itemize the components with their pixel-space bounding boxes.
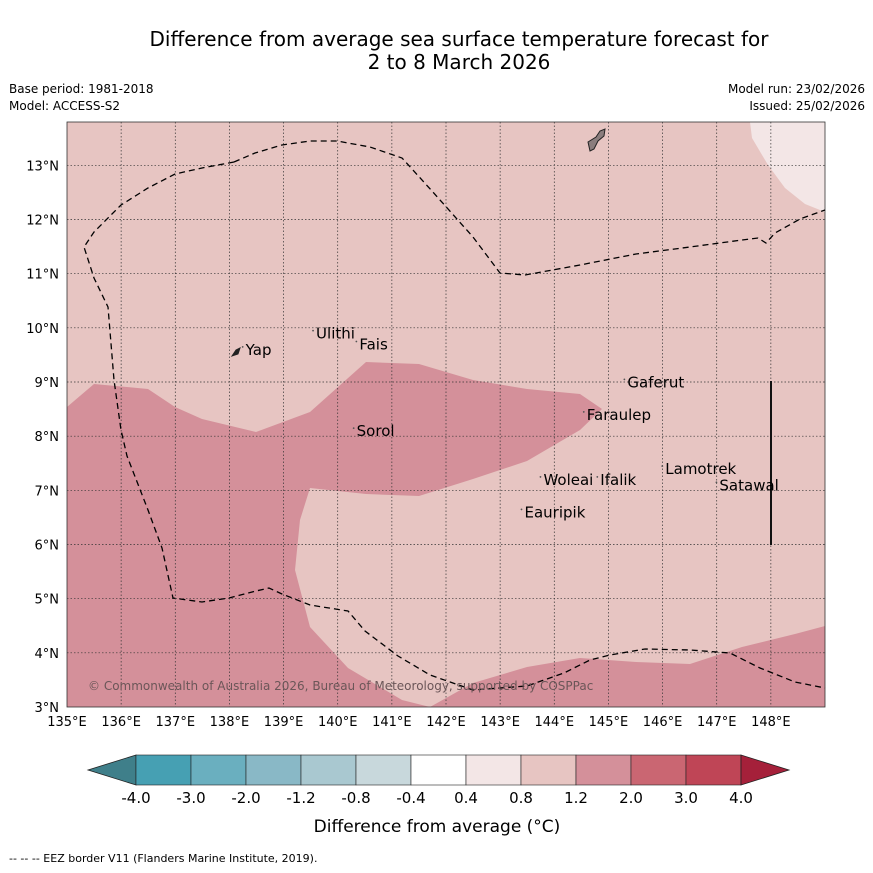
place-label-ulithi: Ulithi <box>316 325 355 343</box>
atoll-marker <box>352 427 355 430</box>
place-label-eauripik: Eauripik <box>525 503 586 521</box>
atoll-marker <box>539 476 542 478</box>
longitude-tick-label: 139°E <box>264 715 304 730</box>
atoll-marker <box>312 329 314 332</box>
colorbar-segment <box>300 754 357 786</box>
yap-island-shape <box>230 347 241 357</box>
meta-right: Model run: 23/02/2026 Issued: 25/02/2026 <box>728 81 865 115</box>
latitude-tick-label: 12°N <box>26 214 59 229</box>
title-line-1: Difference from average sea surface temp… <box>149 27 769 51</box>
colorbar-tick-label: -1.2 <box>286 789 315 807</box>
latitude-tick-labels: 3°N 4°N 5°N 6°N 7°N 8°N 9°N 10°N 11°N 12°N 13°N <box>26 159 59 716</box>
eez-border-west-south <box>83 161 826 691</box>
anomaly-region-1.2-2.0-south <box>430 626 825 707</box>
latitude-tick-label: 8°N <box>35 430 60 445</box>
colorbar-tick-label: 0.8 <box>509 789 533 807</box>
latitude-tick-label: 7°N <box>35 484 60 499</box>
longitude-tick-label: 144°E <box>535 715 575 730</box>
colorbar-segment <box>245 754 302 786</box>
anomaly-region-0.4-0.8 <box>750 122 825 212</box>
atoll-marker <box>520 508 523 511</box>
place-label-ifalik: Ifalik <box>600 471 636 489</box>
longitude-tick-label: 135°E <box>47 715 87 730</box>
longitude-tick-labels: 135°E 136°E 137°E 138°E 139°E 140°E 141°E 142°E… <box>47 715 790 730</box>
longitude-tick-label: 141°E <box>372 715 412 730</box>
colorbar-segment <box>355 754 412 786</box>
latitude-tick-label: 4°N <box>35 647 60 662</box>
atoll-marker <box>241 346 244 348</box>
colorbar-segment <box>410 754 467 786</box>
colorbar-segment <box>520 754 577 786</box>
base-period: Base period: 1981-2018 <box>9 82 154 96</box>
colorbar: -4.0 -3.0 -2.0 -1.2 -0.8 -0.4 0.4 0.8 1.2 2.0 3.0 4… <box>86 754 791 807</box>
latitude-tick-label: 9°N <box>35 376 60 391</box>
place-label-faraulep: Faraulep <box>587 406 651 424</box>
longitude-tick-label: 138°E <box>210 715 250 730</box>
place-label-gaferut: Gaferut <box>627 373 684 391</box>
colorbar-tick-label: -0.4 <box>396 789 425 807</box>
place-label-woleai: Woleai <box>543 471 593 489</box>
atoll-marker <box>623 378 626 381</box>
copyright-notice: © Commonwealth of Australia 2026, Bureau… <box>88 679 593 693</box>
place-label-fais: Fais <box>359 336 388 354</box>
colorbar-segment <box>190 754 247 786</box>
place-label-lamotrek: Lamotrek <box>665 460 736 478</box>
latitude-tick-label: 5°N <box>35 593 60 608</box>
colorbar-tick-label: 0.4 <box>454 789 478 807</box>
atoll-marker <box>596 476 599 478</box>
colorbar-tick-label: -2.0 <box>231 789 260 807</box>
colorbar-tick-label: 1.2 <box>564 789 588 807</box>
longitude-tick-label: 146°E <box>643 715 683 730</box>
latitude-tick-label: 13°N <box>26 159 59 174</box>
place-label-yap: Yap <box>245 341 272 359</box>
colorbar-tick-label: -3.0 <box>176 789 205 807</box>
eez-border-north <box>233 140 826 276</box>
place-label-satawal: Satawal <box>719 476 778 494</box>
latitude-tick-label: 11°N <box>26 268 59 283</box>
longitude-tick-label: 145°E <box>589 715 629 730</box>
colorbar-segment <box>575 754 632 786</box>
eez-legend-note: -- -- -- EEZ border V11 (Flanders Marine… <box>9 852 318 865</box>
colorbar-segment <box>465 754 522 786</box>
colorbar-tick-label: -4.0 <box>121 789 150 807</box>
colorbar-extend-high <box>740 754 791 786</box>
atoll-marker <box>582 411 585 413</box>
atoll-marker <box>355 340 358 343</box>
latitude-tick-label: 10°N <box>26 322 59 337</box>
colorbar-segment <box>685 754 742 786</box>
map-frame <box>66 121 826 708</box>
colorbar-segment <box>630 754 687 786</box>
graticule <box>67 122 825 707</box>
longitude-tick-label: 143°E <box>480 715 520 730</box>
model-run: Model run: 23/02/2026 <box>727 82 865 96</box>
meta-left: Base period: 1981-2018 Model: ACCESS-S2 <box>9 81 154 115</box>
longitude-tick-label: 137°E <box>156 715 196 730</box>
title-line-2: 2 to 8 March 2026 <box>367 50 551 74</box>
longitude-tick-label: 147°E <box>697 715 737 730</box>
atoll-marker <box>661 465 664 467</box>
place-label-sorol: Sorol <box>357 422 395 440</box>
latitude-tick-label: 6°N <box>35 539 60 554</box>
longitude-tick-label: 148°E <box>751 715 791 730</box>
colorbar-segment <box>135 754 192 786</box>
atoll-marker <box>715 481 718 484</box>
colorbar-label: Difference from average (°C) <box>314 817 561 837</box>
latitude-tick-label: 3°N <box>35 701 60 716</box>
colorbar-tick-label: 4.0 <box>729 789 753 807</box>
guam-island-shape <box>587 128 606 152</box>
longitude-tick-label: 142°E <box>426 715 466 730</box>
longitude-tick-label: 140°E <box>318 715 358 730</box>
colorbar-tick-label: 2.0 <box>619 789 643 807</box>
longitude-tick-label: 136°E <box>101 715 141 730</box>
anomaly-region-1.2-2.0-west <box>67 362 602 707</box>
issued-date: Issued: 25/02/2026 <box>749 99 865 113</box>
colorbar-tick-label: -0.8 <box>341 789 370 807</box>
colorbar-extend-low <box>86 754 137 786</box>
chart-title: Difference from average sea surface temp… <box>0 28 873 74</box>
colorbar-tick-label: 3.0 <box>674 789 698 807</box>
model-name: Model: ACCESS-S2 <box>9 99 121 113</box>
